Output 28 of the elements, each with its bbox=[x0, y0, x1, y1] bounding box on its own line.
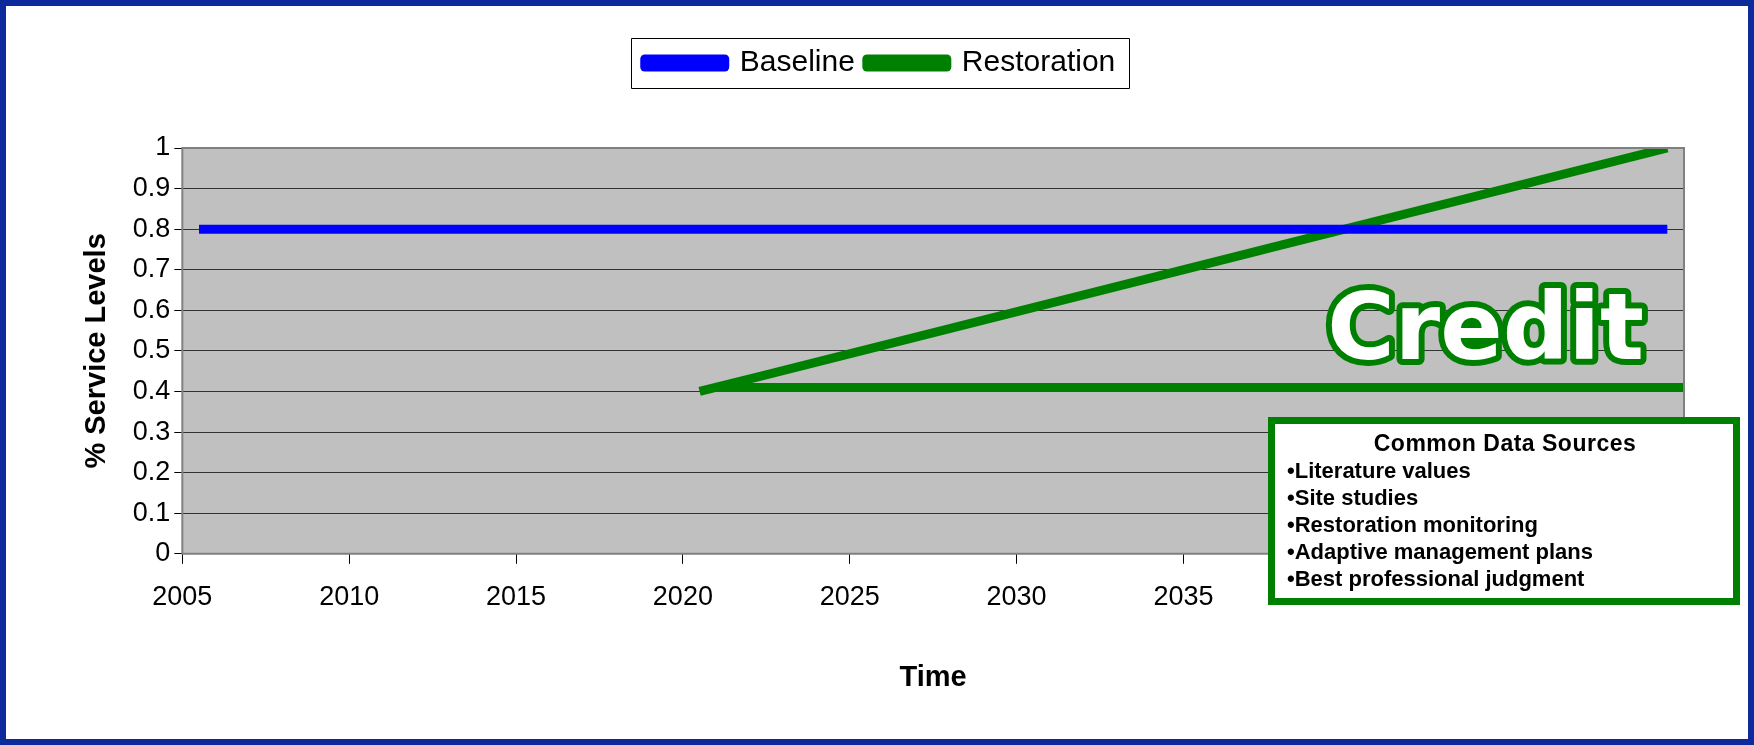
x-axis-title: Time bbox=[899, 659, 967, 692]
x-tick-label: 2005 bbox=[152, 581, 213, 612]
x-tick-label: 2030 bbox=[986, 581, 1047, 612]
y-tick-label: 0.8 bbox=[132, 212, 171, 243]
x-tick-label: 2015 bbox=[486, 581, 547, 612]
y-axis-title: % Service Levels bbox=[79, 233, 112, 469]
annotation: Common Data Sources bbox=[1372, 430, 1638, 457]
x-tick-label: 2035 bbox=[1153, 581, 1214, 612]
annotation: •Literature values bbox=[1287, 457, 1472, 484]
y-tick-label: 0.1 bbox=[132, 496, 171, 527]
y-tick-label: 0.7 bbox=[132, 253, 171, 284]
x-tick-label: 2010 bbox=[319, 581, 380, 612]
legend-label: Restoration bbox=[961, 44, 1116, 78]
y-tick-label: 0.4 bbox=[132, 374, 171, 405]
y-tick-label: 0.2 bbox=[132, 456, 171, 487]
text: •Best professional judgment bbox=[1287, 566, 1585, 591]
y-tick-label: 0.5 bbox=[132, 334, 171, 365]
x-tick-label: 2025 bbox=[819, 581, 880, 612]
x-tick-label: 2020 bbox=[652, 581, 713, 612]
legend-label: Baseline bbox=[739, 44, 855, 78]
annotation: •Site studies bbox=[1287, 484, 1420, 511]
y-tick-label: 1 bbox=[155, 131, 171, 162]
y-tick-label: 0.3 bbox=[132, 415, 171, 446]
y-tick-label: 0.6 bbox=[132, 293, 171, 324]
annotation: •Restoration monitoring bbox=[1287, 511, 1539, 538]
y-tick-label: 0.9 bbox=[132, 172, 171, 203]
y-tick-label: 0 bbox=[155, 537, 171, 568]
annotation: •Adaptive management plans bbox=[1287, 538, 1594, 565]
